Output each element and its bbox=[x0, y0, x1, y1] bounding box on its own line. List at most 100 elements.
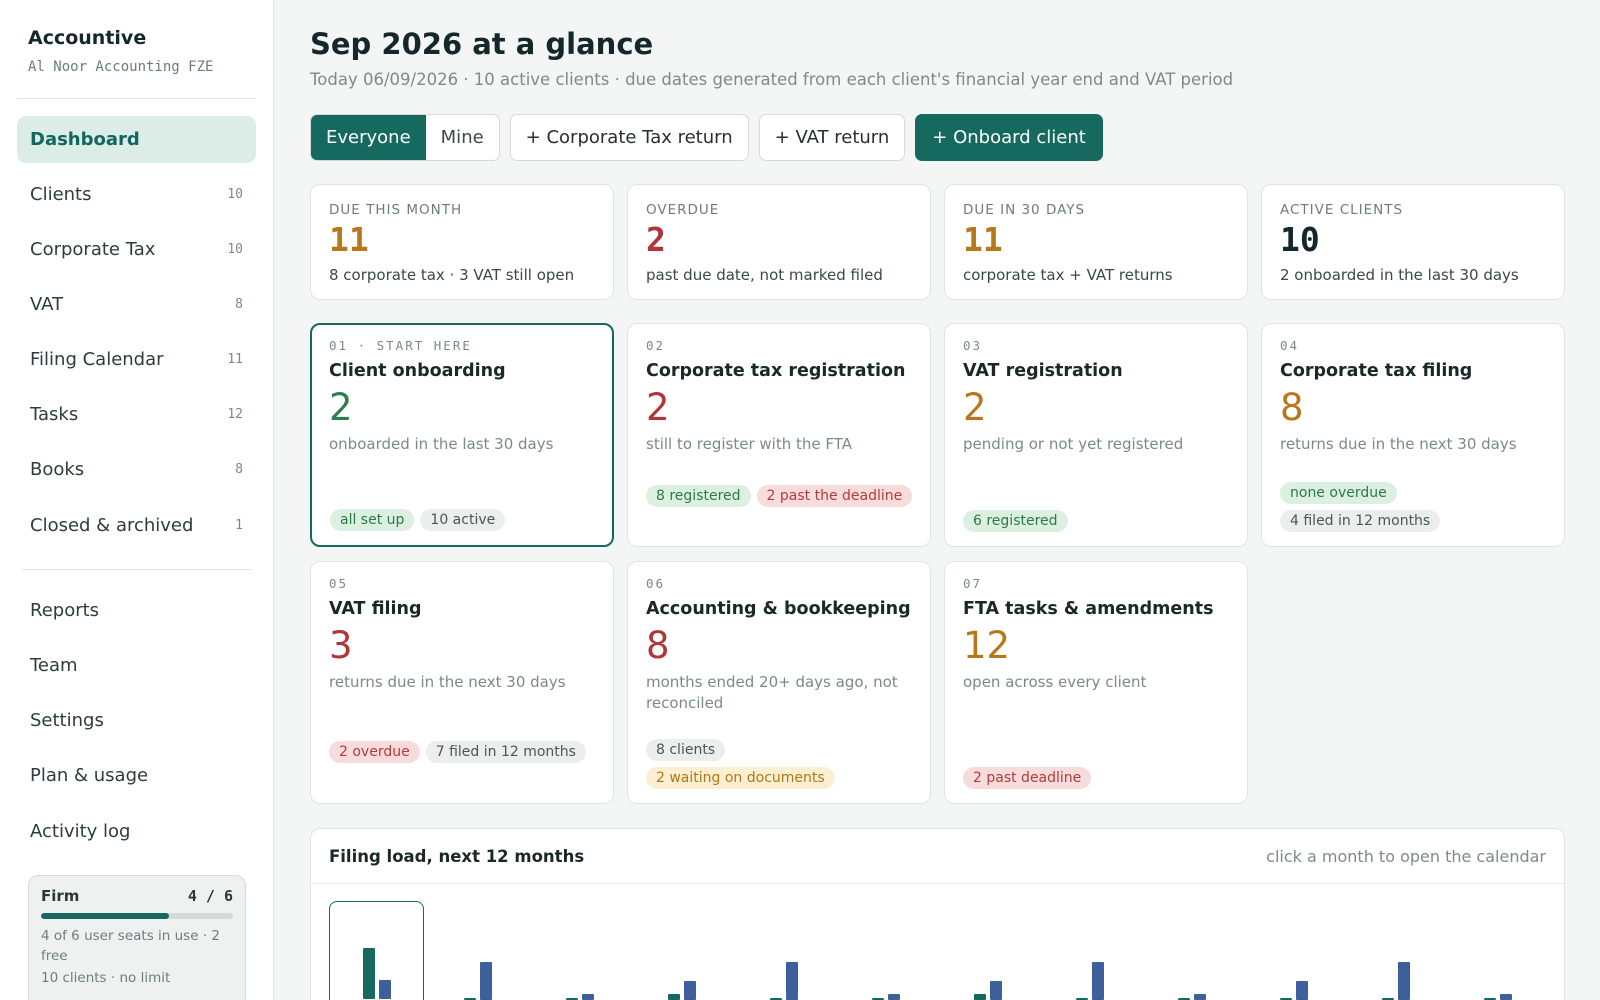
step-card-fta-tasks-amendments[interactable]: 07 FTA tasks & amendments 12 open across… bbox=[944, 561, 1248, 804]
sidebar-item-dashboard[interactable]: Dashboard bbox=[17, 116, 256, 163]
step-title: Accounting & bookkeeping bbox=[646, 599, 911, 619]
stat-card-due-this-month[interactable]: DUE THIS MONTH 11 8 corporate tax · 3 VA… bbox=[310, 184, 614, 300]
bar-vat bbox=[1092, 961, 1104, 1000]
status-pill: 8 registered bbox=[646, 485, 751, 507]
bar-vat bbox=[1296, 980, 1308, 1000]
sidebar-item-clients[interactable]: Clients 10 bbox=[17, 171, 256, 218]
status-pill: 2 overdue bbox=[329, 741, 420, 763]
bar-vat bbox=[888, 993, 900, 1000]
sidebar-item-corporate-tax[interactable]: Corporate Tax 10 bbox=[17, 226, 256, 273]
month-column[interactable]: 11 bbox=[329, 901, 424, 1000]
filter-everyone-button[interactable]: Everyone bbox=[311, 115, 426, 160]
step-card-accounting-bookkeeping[interactable]: 06 Accounting & bookkeeping 8 months end… bbox=[627, 561, 931, 804]
stat-description: 2 onboarded in the last 30 days bbox=[1280, 266, 1519, 284]
bar-vat bbox=[786, 961, 798, 1000]
month-column[interactable]: 6 bbox=[1043, 901, 1138, 1000]
bar-corporate-tax bbox=[363, 947, 375, 999]
sidebar-item-count: 11 bbox=[227, 352, 243, 367]
sidebar-item-team[interactable]: Team bbox=[17, 642, 256, 689]
stat-label: ACTIVE CLIENTS bbox=[1280, 202, 1404, 218]
plan-title: Firm bbox=[41, 887, 80, 905]
sidebar-item-label: Corporate Tax bbox=[30, 239, 156, 260]
month-column[interactable]: 1 bbox=[1451, 901, 1546, 1000]
sidebar-item-label: Settings bbox=[30, 710, 104, 731]
sidebar-item-tasks[interactable]: Tasks 12 bbox=[17, 391, 256, 438]
month-column[interactable]: 6 bbox=[737, 901, 832, 1000]
bar-vat bbox=[1194, 993, 1206, 1000]
sidebar-item-label: Team bbox=[30, 655, 78, 676]
stat-card-due-in-30-days[interactable]: DUE IN 30 DAYS 11 corporate tax + VAT re… bbox=[944, 184, 1248, 300]
app-brand: Accountive bbox=[28, 27, 147, 49]
step-pills: none overdue 4 filed in 12 months bbox=[1280, 482, 1550, 532]
month-column[interactable]: 6 bbox=[1349, 901, 1444, 1000]
month-column[interactable]: 1 bbox=[839, 901, 934, 1000]
month-column[interactable]: 1 bbox=[1145, 901, 1240, 1000]
step-tag: 05 bbox=[329, 576, 349, 591]
step-card-vat-registration[interactable]: 03 VAT registration 2 pending or not yet… bbox=[944, 323, 1248, 547]
plan-seat-count: 4 / 6 bbox=[187, 887, 233, 905]
step-card-corporate-tax-filing[interactable]: 04 Corporate tax filing 8 returns due in… bbox=[1261, 323, 1565, 547]
bar-corporate-tax bbox=[1382, 998, 1394, 1000]
step-description: months ended 20+ days ago, not reconcile… bbox=[646, 673, 898, 712]
status-pill: 4 filed in 12 months bbox=[1280, 510, 1441, 532]
plan-usage-box[interactable]: Firm 4 / 6 4 of 6 user seats in use · 2 … bbox=[28, 875, 246, 1000]
sidebar-item-settings[interactable]: Settings bbox=[17, 697, 256, 744]
filing-load-title: Filing load, next 12 months bbox=[329, 846, 585, 866]
stat-card-overdue[interactable]: OVERDUE 2 past due date, not marked file… bbox=[627, 184, 931, 300]
month-column[interactable]: 4 bbox=[635, 901, 730, 1000]
sidebar-item-count: 1 bbox=[235, 518, 243, 533]
sidebar-item-closed-archived[interactable]: Closed & archived 1 bbox=[17, 502, 256, 549]
step-value: 3 bbox=[329, 624, 353, 667]
bar-corporate-tax bbox=[974, 993, 986, 1000]
step-title: Corporate tax registration bbox=[646, 361, 906, 381]
bar-corporate-tax bbox=[872, 998, 884, 1000]
month-column[interactable]: 3 bbox=[1247, 901, 1342, 1000]
sidebar-item-label: Books bbox=[30, 459, 85, 480]
add-vat-return-button[interactable]: + VAT return bbox=[758, 114, 906, 161]
step-card-corporate-tax-registration[interactable]: 02 Corporate tax registration 2 still to… bbox=[627, 323, 931, 547]
month-column[interactable]: 1 bbox=[533, 901, 628, 1000]
stat-value: 2 bbox=[646, 220, 666, 259]
sidebar-item-label: Plan & usage bbox=[30, 765, 149, 786]
step-pills: 6 registered bbox=[963, 510, 1233, 532]
plan-progress-bar bbox=[41, 913, 233, 919]
sidebar-item-label: VAT bbox=[30, 294, 64, 315]
sidebar-item-count: 10 bbox=[227, 187, 243, 202]
sidebar-item-activity-log[interactable]: Activity log bbox=[17, 808, 256, 855]
sidebar-item-plan-usage[interactable]: Plan & usage bbox=[17, 752, 256, 799]
step-card-client-onboarding[interactable]: 01 · START HERE Client onboarding 2 onbo… bbox=[310, 323, 614, 547]
sidebar-item-books[interactable]: Books 8 bbox=[17, 446, 256, 493]
plan-seats-text: 4 of 6 user seats in use · 2 free bbox=[41, 928, 220, 964]
sidebar-item-filing-calendar[interactable]: Filing Calendar 11 bbox=[17, 336, 256, 383]
status-pill: none overdue bbox=[1280, 482, 1397, 504]
bar-vat bbox=[990, 980, 1002, 1000]
bar-vat bbox=[684, 980, 696, 1000]
stat-value: 11 bbox=[963, 220, 1003, 259]
step-card-vat-filing[interactable]: 05 VAT filing 3 returns due in the next … bbox=[310, 561, 614, 804]
stat-card-active-clients[interactable]: ACTIVE CLIENTS 10 2 onboarded in the las… bbox=[1261, 184, 1565, 300]
step-value: 8 bbox=[1280, 386, 1304, 429]
step-pills: 8 clients 2 waiting on documents bbox=[646, 739, 916, 789]
page-title: Sep 2026 at a glance bbox=[310, 27, 654, 61]
status-pill: 2 past the deadline bbox=[756, 485, 913, 507]
bar-corporate-tax bbox=[1076, 998, 1088, 1000]
sidebar-item-label: Activity log bbox=[30, 821, 131, 842]
step-pills: 2 past deadline bbox=[963, 767, 1233, 789]
sidebar-item-reports[interactable]: Reports bbox=[17, 587, 256, 634]
month-column[interactable]: 4 bbox=[941, 901, 1036, 1000]
step-description: pending or not yet registered bbox=[963, 435, 1184, 453]
step-value: 2 bbox=[646, 386, 670, 429]
filter-mine-button[interactable]: Mine bbox=[440, 127, 484, 148]
sidebar-item-count: 10 bbox=[227, 242, 243, 257]
onboard-client-button[interactable]: + Onboard client bbox=[915, 114, 1103, 161]
month-column[interactable]: 6 bbox=[431, 901, 526, 1000]
plan-header: Firm 4 / 6 bbox=[41, 887, 233, 905]
stat-label: OVERDUE bbox=[646, 202, 720, 218]
firm-name: Al Noor Accounting FZE bbox=[28, 59, 214, 75]
sidebar-item-label: Dashboard bbox=[30, 129, 140, 150]
add-corporate-tax-return-button[interactable]: + Corporate Tax return bbox=[509, 114, 749, 161]
sidebar-item-count: 12 bbox=[227, 407, 243, 422]
sidebar-item-vat[interactable]: VAT 8 bbox=[17, 281, 256, 328]
step-value: 8 bbox=[646, 624, 670, 667]
plan-clients-text: 10 clients · no limit bbox=[41, 970, 171, 986]
